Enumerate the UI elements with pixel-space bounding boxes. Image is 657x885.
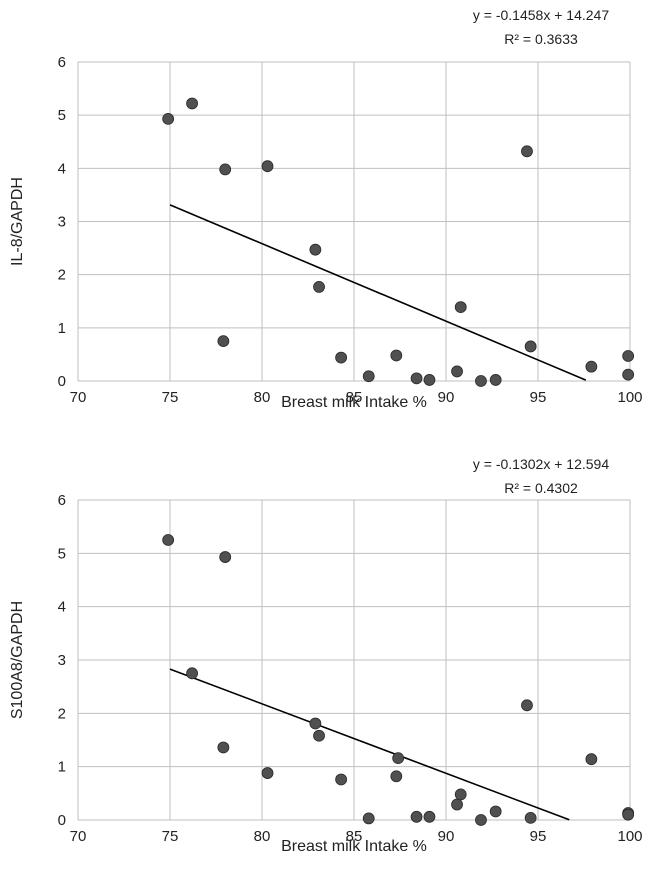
trendline-equation: y = -0.1458x + 14.247 <box>473 7 609 23</box>
x-axis-title: Breast milk Intake % <box>281 838 427 855</box>
y-axis-title: IL-8/GAPDH <box>9 177 26 266</box>
y-tick-label: 0 <box>58 373 66 390</box>
data-point <box>390 770 403 783</box>
data-point <box>451 365 463 378</box>
data-point <box>186 667 198 680</box>
x-tick-label: 80 <box>254 828 271 845</box>
chart-1: 0 1 2 3 4 5 6 70 75 80 85 90 95 100 Breast milk Intake… <box>9 7 643 411</box>
data-point <box>585 753 598 766</box>
data-point <box>217 741 230 754</box>
data-point <box>475 814 487 826</box>
data-point <box>313 729 325 742</box>
data-point <box>454 788 467 801</box>
data-point <box>261 767 274 779</box>
x-tick-label: 90 <box>438 828 455 845</box>
data-point <box>390 349 403 362</box>
y-axis-title: S100A8/GAPDH <box>9 601 26 719</box>
y-tick-label: 2 <box>58 267 66 284</box>
r-squared-label: R² = 0.4302 <box>504 480 578 496</box>
y-tick-label: 6 <box>58 492 66 509</box>
data-point <box>217 335 230 348</box>
x-tick-label: 100 <box>617 828 642 845</box>
x-tick-label: 85 <box>346 828 363 845</box>
data-point <box>524 811 537 824</box>
chart-2: 0 1 2 3 4 5 6 70 75 80 85 90 95 100 Breast milk Intake… <box>9 456 643 855</box>
data-point <box>521 145 533 158</box>
y-tick-label: 3 <box>58 214 66 231</box>
y-tick-label: 4 <box>58 599 66 616</box>
x-tick-label: 90 <box>438 389 455 406</box>
data-point <box>362 370 375 383</box>
r-squared-label: R² = 0.3633 <box>504 31 578 47</box>
data-point <box>219 163 232 176</box>
data-point <box>585 360 598 373</box>
data-point <box>451 798 463 811</box>
y-tick-label: 2 <box>58 705 66 722</box>
data-point <box>186 97 198 110</box>
trendline <box>169 668 570 821</box>
x-tick-label: 80 <box>254 389 271 406</box>
data-point <box>521 699 533 712</box>
data-point <box>313 280 325 293</box>
y-tick-label: 1 <box>58 320 66 337</box>
data-point <box>454 301 467 313</box>
x-tick-label: 95 <box>530 828 547 845</box>
data-point <box>362 812 375 825</box>
data-point <box>335 351 348 364</box>
x-tick-label: 70 <box>70 828 87 845</box>
data-point <box>309 243 322 256</box>
x-tick-label: 95 <box>530 389 547 406</box>
data-point <box>524 340 537 353</box>
y-tick-label: 0 <box>58 812 66 829</box>
x-tick-label: 75 <box>162 389 179 406</box>
data-point <box>475 375 487 387</box>
data-point <box>309 717 322 730</box>
data-point <box>219 551 232 563</box>
x-tick-label: 75 <box>162 828 179 845</box>
y-tick-label: 5 <box>58 545 66 562</box>
data-point <box>410 810 423 823</box>
data-point <box>162 534 175 546</box>
data-point <box>489 374 502 386</box>
data-point <box>410 372 423 385</box>
x-axis-title: Breast milk Intake % <box>281 394 427 411</box>
y-tick-label: 1 <box>58 759 66 776</box>
data-point <box>261 160 274 173</box>
data-point <box>392 752 405 765</box>
x-tick-label: 70 <box>70 389 87 406</box>
data-point <box>423 810 436 823</box>
data-point <box>423 374 436 386</box>
data-point <box>622 808 635 821</box>
data-point <box>162 112 175 125</box>
data-point <box>489 805 502 818</box>
trendline <box>169 204 587 381</box>
y-tick-label: 4 <box>58 160 66 177</box>
y-tick-label: 6 <box>58 54 66 71</box>
y-tick-label: 3 <box>58 652 66 669</box>
x-tick-label: 85 <box>346 389 363 406</box>
data-point <box>622 350 635 362</box>
y-tick-label: 5 <box>58 107 66 124</box>
trendline-equation: y = -0.1302x + 12.594 <box>473 456 609 472</box>
x-tick-label: 100 <box>617 389 642 406</box>
data-point <box>622 368 635 381</box>
data-point <box>335 773 348 786</box>
